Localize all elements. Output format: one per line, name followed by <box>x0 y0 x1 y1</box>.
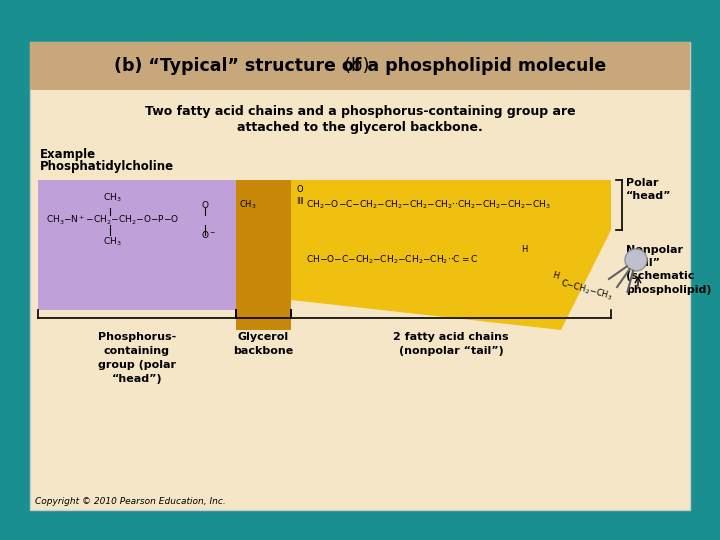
FancyBboxPatch shape <box>236 180 291 330</box>
Text: $\mathrm{C{-}CH_2{-}CH_3}$: $\mathrm{C{-}CH_2{-}CH_3}$ <box>559 277 614 303</box>
Text: $\mathrm{H}$: $\mathrm{H}$ <box>521 242 528 253</box>
Text: Glycerol
backbone: Glycerol backbone <box>233 332 293 356</box>
Circle shape <box>625 249 647 271</box>
Text: $\mathrm{H}$: $\mathrm{H}$ <box>551 269 561 281</box>
FancyBboxPatch shape <box>30 42 690 90</box>
Text: Copyright © 2010 Pearson Education, Inc.: Copyright © 2010 Pearson Education, Inc. <box>35 497 226 507</box>
Text: Polar
“head”: Polar “head” <box>626 178 672 201</box>
Text: $\mathrm{CH_3{-}N^+{-}CH_2{-}CH_2{-}O{-}P{-}O}$: $\mathrm{CH_3{-}N^+{-}CH_2{-}CH_2{-}O{-}… <box>46 213 179 227</box>
Text: $\mathrm{CH_3}$: $\mathrm{CH_3}$ <box>103 192 122 204</box>
Polygon shape <box>291 230 611 330</box>
Text: Two fatty acid chains and a phosphorus-containing group are: Two fatty acid chains and a phosphorus-c… <box>145 105 575 118</box>
Text: Phosphatidylcholine: Phosphatidylcholine <box>40 160 174 173</box>
Text: Example: Example <box>40 148 96 161</box>
Text: (b): (b) <box>344 57 376 75</box>
Text: attached to the glycerol backbone.: attached to the glycerol backbone. <box>237 120 483 133</box>
FancyBboxPatch shape <box>291 180 611 230</box>
Text: $\mathrm{O^-}$: $\mathrm{O^-}$ <box>201 230 216 240</box>
Text: Phosphorus-
containing
group (polar
“head”): Phosphorus- containing group (polar “hea… <box>98 332 176 384</box>
FancyBboxPatch shape <box>30 42 690 510</box>
Text: $\mathrm{CH_3}$: $\mathrm{CH_3}$ <box>103 236 122 248</box>
Text: Nonpolar
“tail”
(schematic
phospholipid): Nonpolar “tail” (schematic phospholipid) <box>626 245 711 295</box>
FancyBboxPatch shape <box>38 180 236 310</box>
Text: $\mathrm{CH{-}O{-}C{-}CH_2{-}CH_2{-}CH_2{-}CH_2{\cdot}{\cdot}C{=}C}$: $\mathrm{CH{-}O{-}C{-}CH_2{-}CH_2{-}CH_2… <box>306 254 478 266</box>
Text: $\mathrm{\|\|}$: $\mathrm{\|\|}$ <box>296 194 304 206</box>
Text: $\mathrm{CH_2{-}O{-}C{-}CH_2{-}CH_2{-}CH_2{-}CH_2{\cdot}{\cdot}CH_2{-}CH_2{-}CH_: $\mathrm{CH_2{-}O{-}C{-}CH_2{-}CH_2{-}CH… <box>306 199 551 211</box>
Text: $\mathrm{O}$: $\mathrm{O}$ <box>296 183 304 193</box>
Text: 2 fatty acid chains
(nonpolar “tail”): 2 fatty acid chains (nonpolar “tail”) <box>393 332 509 356</box>
Text: (b) “Typical” structure of a phospholipid molecule: (b) “Typical” structure of a phospholipi… <box>114 57 606 75</box>
Text: $\mathrm{O}$: $\mathrm{O}$ <box>201 199 210 211</box>
Text: $\mathrm{CH_3}$: $\mathrm{CH_3}$ <box>239 199 256 211</box>
